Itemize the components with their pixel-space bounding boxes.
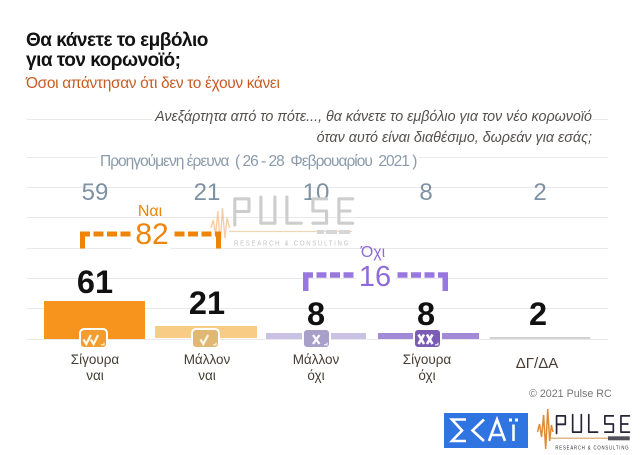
svg-text:RESEARCH & CONSULTING: RESEARCH & CONSULTING (555, 445, 629, 451)
svg-text:RESEARCH & CONSULTING: RESEARCH & CONSULTING (234, 241, 350, 248)
